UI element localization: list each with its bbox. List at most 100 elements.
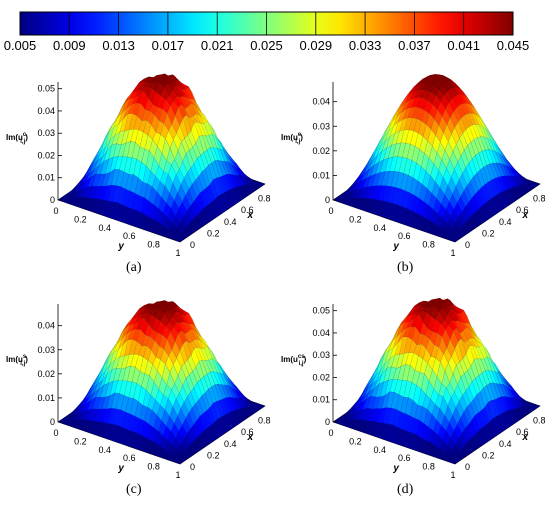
surface-quad [175,236,184,243]
surface-quad [227,411,236,429]
z-tick-label: 0.01 [37,393,55,403]
x-tick-label: 0.2 [207,450,220,460]
x-tick-label: 0.8 [258,194,271,204]
x-tick-label: 0.6 [516,427,529,437]
y-tick-label: 0.4 [374,223,387,233]
surface-plot-b: 0 0.01 0.02 0.03 0.04 Im(ue i,j) 0 0.2 0.4 0.6 0.8 1… [281,74,546,258]
z-tick-label: 0.02 [37,150,55,160]
y-tick-label: 0.2 [349,214,362,224]
surface-mesh [57,73,266,243]
surface-quad [508,187,518,203]
x-tick-label: 0.6 [241,427,254,437]
panel-c: 0 0.01 0.02 0.03 0.04 Im(us i,j) 0 0.2 0.4 0.6 0.8 1… [0,290,275,523]
x-tick-label: 0.4 [499,217,512,227]
z-tick-label: 0.01 [312,170,330,180]
y-tick-label: 0.6 [398,231,411,241]
x-tick-label: 0.8 [258,416,271,426]
z-tick-label: 0 [325,195,330,205]
y-tick-label: 0.6 [123,453,136,463]
y-tick-label: 0 [53,428,58,438]
surface-quad [508,409,518,425]
z-tick-label: 0.02 [37,369,55,379]
y-tick-label: 1 [450,470,455,480]
caption-a: (a) [126,260,142,275]
z-tick-label: 0.04 [312,97,330,107]
panel-b: 0 0.01 0.02 0.03 0.04 Im(ue i,j) 0 0.2 0.4 0.6 0.8 1… [275,68,550,301]
y-tick-label: 1 [175,248,180,258]
z-tick-label: 0.03 [37,128,55,138]
y-tick-label: 0 [53,206,58,216]
z-tick-label: 0.01 [312,395,330,405]
x-tick-label: 0 [465,240,470,250]
surface-plot-a: 0 0.01 0.02 0.03 0.04 0.05 Im(uc i,j) 0 0.2 0.4 0.6… [6,73,271,258]
colorbar-tick-label: 0.041 [447,38,480,53]
surface-quad [479,426,488,445]
x-tick-label: 0 [190,462,195,472]
surface-quad [492,195,501,214]
x-tick-label: 0.8 [533,194,546,204]
colorbar-tick-label: 0.017 [152,38,185,53]
surface-mesh [332,297,541,465]
x-tick-label: 0.2 [207,228,220,238]
z-tick-label: 0.03 [37,345,55,355]
surface-mesh [57,300,266,465]
surface-quad [466,217,475,232]
colorbar-tick-label: 0.013 [102,38,135,53]
z-tick-label: 0.04 [37,321,55,331]
colorbar: 0.005 0.009 0.013 0.017 0.021 0.025 0.029 0.033… [4,11,530,53]
x-tick-label: 0.4 [499,439,512,449]
z-tick-label: 0.02 [312,146,330,156]
surface-quad [178,454,187,462]
surface-quad [191,439,200,454]
surface-mesh [332,74,541,243]
z-tick-label: 0 [50,417,55,427]
z-tick-label: 0.05 [37,84,55,94]
y-tick-label: 1 [175,470,180,480]
z-axis-label: Im(ucs i,j) [281,354,307,367]
y-tick-label: 0.8 [422,462,435,472]
y-axis-label: y [392,241,399,252]
colorbar-tick-label: 0.025 [250,38,283,53]
caption-d: (d) [397,482,414,497]
surface-quad [250,405,259,413]
y-tick-label: 0.8 [147,240,160,250]
surface-quad [191,217,200,232]
y-tick-label: 1 [450,248,455,258]
x-axis-label: x [521,432,528,443]
y-tick-label: 0.8 [422,240,435,250]
colorbar-tick-label: 0.033 [349,38,382,53]
z-tick-label: 0.05 [312,306,330,316]
surface-quad [194,213,204,229]
z-tick-label: 0 [325,417,330,427]
z-tick-label: 0 [50,195,55,205]
z-tick-label: 0.04 [37,106,55,116]
y-tick-label: 0.4 [99,445,112,455]
y-tick-label: 0.4 [374,445,387,455]
y-tick-label: 0.8 [147,462,160,472]
surface-quad [450,236,459,243]
surface-quad [453,232,462,240]
y-tick-label: 0.6 [123,231,136,241]
y-axis-label: y [117,241,124,252]
y-tick-label: 0.4 [99,223,112,233]
surface-quad [224,413,233,431]
y-tick-label: 0.2 [349,436,362,446]
colorbar-tick-label: 0.045 [497,38,530,53]
colorbar-tick-label: 0.021 [201,38,234,53]
x-tick-label: 0 [190,240,195,250]
x-axis-label: x [246,432,253,443]
x-tick-label: 0.2 [482,228,495,238]
colorbar-tick-label: 0.009 [53,38,86,53]
z-tick-label: 0.02 [312,372,330,382]
y-tick-label: 0.6 [398,453,411,463]
z-tick-label: 0.04 [312,328,330,338]
surface-quad [233,409,243,425]
panel-a: 0 0.01 0.02 0.03 0.04 0.05 Im(uc i,j) 0 0.2 0.4 0.6… [0,68,275,301]
surface-quad [450,458,459,465]
z-tick-label: 0.03 [312,121,330,131]
x-tick-label: 0.2 [482,450,495,460]
surface-quad [502,411,511,429]
x-tick-label: 0.6 [241,205,254,215]
surface-quad [459,224,469,236]
z-tick-label: 0.01 [37,173,55,183]
